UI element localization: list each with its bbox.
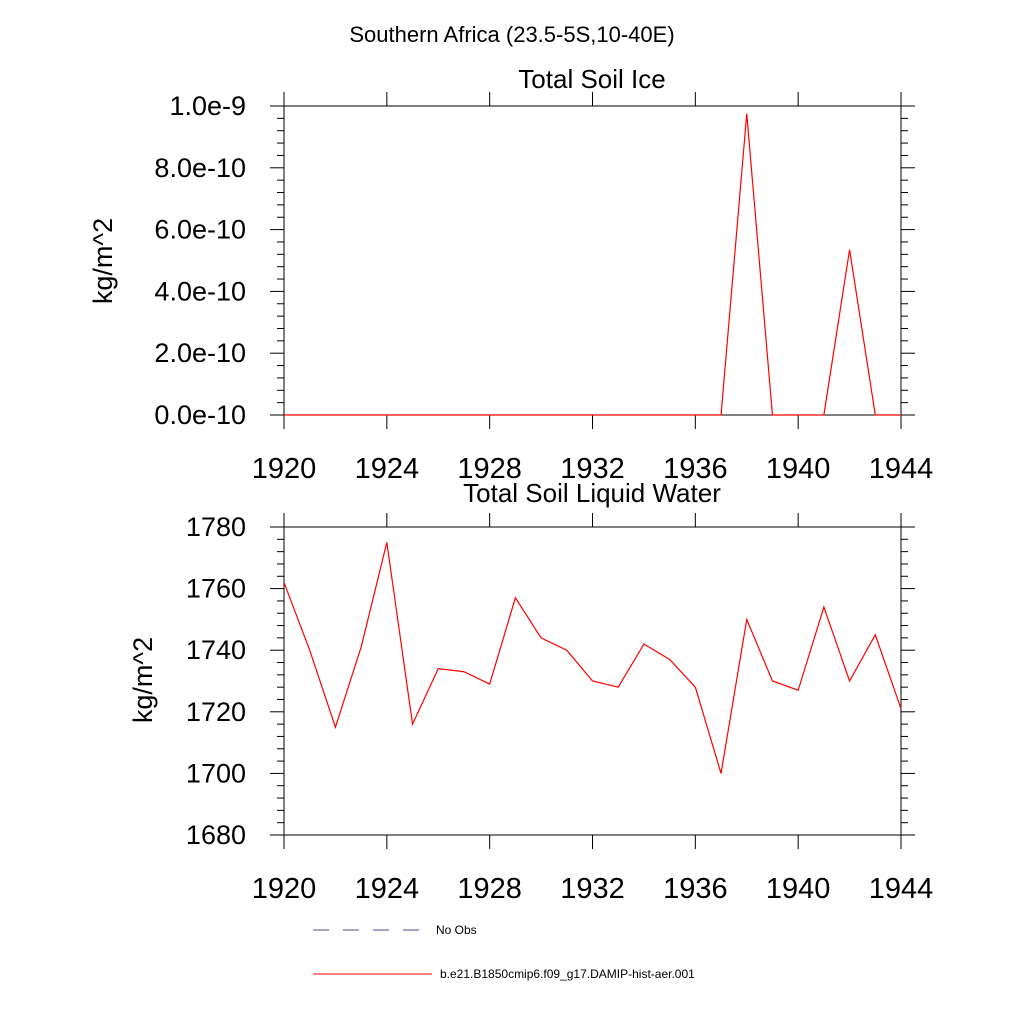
x-tick-label: 1944 [869,453,934,485]
y-axis-label: kg/m^2 [88,218,118,304]
legend-label-no-obs: No Obs [436,923,477,937]
x-tick-label: 1928 [457,453,522,485]
figure-suptitle: Southern Africa (23.5-5S,10-40E) [349,22,674,47]
x-tick-label: 1924 [355,453,420,485]
x-tick-label: 1932 [560,873,625,905]
x-tick-label: 1920 [252,873,317,905]
series-line [284,113,901,416]
legend: No Obs b.e21.B1850cmip6.f09_g17.DAMIP-hi… [313,923,695,981]
y-tick-label: 6.0e-10 [154,215,246,245]
x-tick-label: 1936 [663,873,728,905]
panel-total-soil-liquid-water: Total Soil Liquid Water kg/m^2 1920 1924 1… [128,478,933,905]
y-tick-label: 1720 [186,697,246,727]
x-tick-label: 1920 [252,453,317,485]
y-tick-label: 8.0e-10 [154,153,246,183]
y-tick-label: 1700 [186,758,246,788]
x-tick-label: 1924 [355,873,420,905]
x-tick-label: 1940 [766,453,831,485]
legend-label-model: b.e21.B1850cmip6.f09_g17.DAMIP-hist-aer.… [440,967,695,981]
x-tick-label: 1932 [560,453,625,485]
x-tick-label: 1940 [766,873,831,905]
plot-frame [283,105,902,416]
y-tick-label: 4.0e-10 [154,276,246,306]
y-tick-label: 1740 [186,635,246,665]
panel-title: Total Soil Liquid Water [463,478,721,508]
x-tick-label: 1944 [869,873,934,905]
y-tick-label: 2.0e-10 [154,338,246,368]
y-tick-label: 1680 [186,820,246,850]
y-tick-label: 1760 [186,574,246,604]
y-tick-label: 1780 [186,512,246,542]
x-tick-label: 1928 [457,873,522,905]
y-axis-label: kg/m^2 [128,637,158,723]
series-line [283,542,902,774]
y-tick-label: 0.0e-10 [154,400,246,430]
y-tick-label: 1.0e-9 [169,91,246,121]
panel-total-soil-ice: Total Soil Ice kg/m^2 1920 1924 1928 1932 19… [88,64,933,485]
panel-title: Total Soil Ice [518,64,665,94]
x-tick-label: 1936 [663,453,728,485]
